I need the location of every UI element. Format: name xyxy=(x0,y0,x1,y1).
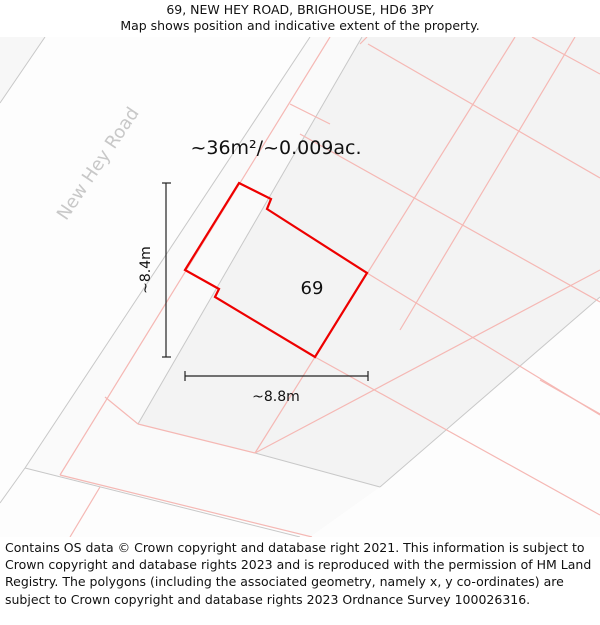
width-dimension-line xyxy=(184,371,369,381)
road-edge-west xyxy=(0,37,46,104)
building-block xyxy=(138,37,600,487)
pavement-area xyxy=(25,37,380,537)
height-dimension-label: ~8.4m xyxy=(138,246,154,294)
property-boundary[interactable] xyxy=(183,181,369,359)
property-address-title: 69, NEW HEY ROAD, BRIGHOUSE, HD6 3PY xyxy=(166,2,434,17)
map-subtitle: Map shows position and indicative extent… xyxy=(120,18,480,33)
height-dimension-line xyxy=(162,182,171,358)
copyright-attribution: Contains OS data © Crown copyright and d… xyxy=(5,540,592,607)
house-number-label: 69 xyxy=(301,278,324,299)
property-map[interactable]: New Hey Road ~36m²/~0.009ac. 69 ~8.4m ~8… xyxy=(0,37,600,537)
map-header: 69, NEW HEY ROAD, BRIGHOUSE, HD6 3PY Map… xyxy=(0,0,600,37)
road-edges xyxy=(0,37,600,537)
area-label: ~36m²/~0.009ac. xyxy=(190,137,361,159)
width-dimension-label: ~8.8m xyxy=(252,389,300,405)
parcel-boundaries xyxy=(59,37,600,537)
